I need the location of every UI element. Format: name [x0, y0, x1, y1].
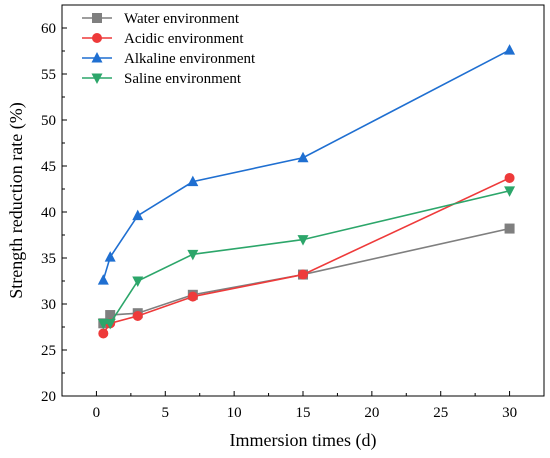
data-point-s1-4	[298, 269, 308, 280]
legend-label-3: Saline environment	[124, 71, 242, 87]
x-tick-label-0: 0	[93, 405, 101, 421]
legend-label-2: Alkaline environment	[124, 51, 256, 67]
legend-marker-2	[91, 52, 103, 63]
data-point-s2-2	[132, 209, 144, 221]
data-point-s3-4	[297, 235, 309, 246]
data-point-s0-5	[504, 223, 515, 234]
data-point-s1-3	[187, 291, 198, 302]
y-tick-label-0: 20	[41, 389, 56, 405]
legend-marker-3	[91, 73, 103, 84]
y-axis-title: Strength reduction rate (%)	[6, 102, 27, 298]
y-tick-label-3: 35	[41, 251, 56, 267]
axes: 0 5 10 15 20 25 30 20 25 30 35 40 45 50 55 60	[41, 4, 545, 421]
legend: Water environment Acidic environment Alkal…	[82, 11, 256, 87]
data-point-s2-0	[97, 274, 109, 285]
x-tick-label-4: 20	[364, 405, 379, 421]
series-line-3	[103, 190, 510, 325]
legend-marker-1	[92, 33, 102, 43]
y-tick-label-5: 45	[41, 159, 56, 175]
data-point-s1-2	[132, 310, 143, 321]
data-point-s2-5	[504, 44, 516, 55]
data-point-s3-2	[132, 276, 144, 287]
y-tick-label-7: 55	[41, 67, 56, 83]
data-point-s2-3	[187, 175, 199, 187]
y-tick-label-2: 30	[41, 297, 56, 313]
data-point-s2-4	[297, 151, 309, 163]
x-tick-label-5: 25	[433, 405, 448, 421]
x-tick-label-3: 15	[296, 405, 311, 421]
y-tick-label-1: 25	[41, 343, 56, 359]
y-tick-label-8: 60	[41, 21, 56, 37]
data-point-s1-0	[98, 328, 109, 339]
x-tick-label-2: 10	[227, 405, 242, 421]
data-point-s3-3	[187, 249, 199, 261]
series-line-1	[102, 177, 510, 334]
data-point-s3-0	[97, 318, 109, 330]
data-point-s1-5	[504, 172, 515, 183]
y-tick-label-4: 40	[41, 205, 56, 221]
plot-area	[97, 44, 516, 339]
legend-label-1: Acidic environment	[124, 31, 244, 47]
legend-label-0: Water environment	[124, 11, 240, 27]
data-point-s0-1	[105, 310, 116, 321]
data-point-s2-1	[104, 251, 116, 262]
legend-marker-0	[92, 13, 102, 23]
x-tick-label-1: 5	[162, 405, 170, 421]
x-tick-label-6: 30	[502, 405, 517, 421]
y-tick-label-6: 50	[41, 113, 56, 129]
data-point-s3-5	[504, 186, 516, 197]
x-axis-title: Immersion times (d)	[230, 430, 377, 451]
data-point-s3-1	[104, 318, 116, 330]
